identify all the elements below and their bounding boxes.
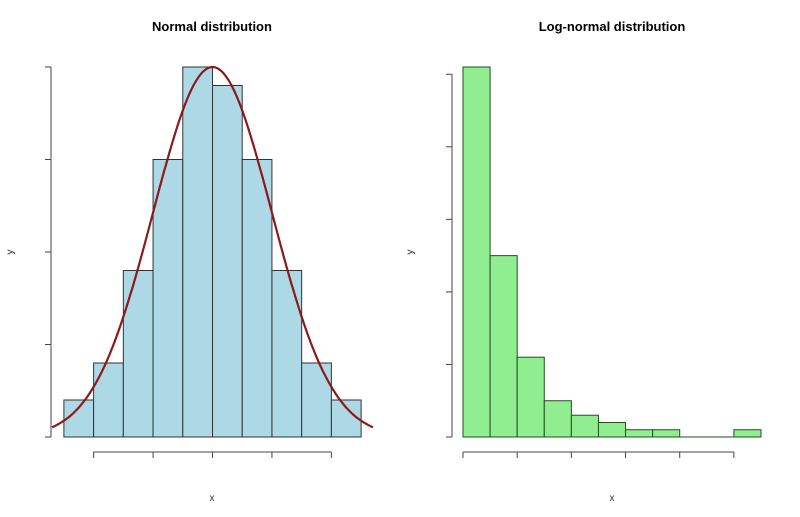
left-histogram-bar <box>241 159 273 438</box>
right-histogram-bar <box>543 400 572 438</box>
right-histogram-bar <box>516 356 545 438</box>
right-y-axis-label: y <box>405 250 416 255</box>
left-histogram-bar <box>212 85 243 438</box>
left-histogram-bar <box>182 66 213 438</box>
left-chart-title: Normal distribution <box>152 19 272 34</box>
left-x-axis-label: x <box>210 493 215 504</box>
right-histogram-bar <box>652 429 681 438</box>
left-histogram-bar <box>152 159 184 438</box>
left-y-axis-label: y <box>5 250 16 255</box>
right-histogram-bar <box>597 421 627 438</box>
right-chart-title: Log-normal distribution <box>539 19 686 34</box>
right-histogram-bar <box>489 255 518 438</box>
right-histogram-bar <box>462 66 491 438</box>
right-histogram-bar <box>570 414 599 438</box>
left-histogram-bar <box>301 362 332 438</box>
right-x-axis-label: x <box>610 493 615 504</box>
left-histogram-bar <box>93 362 124 438</box>
left-density-curve <box>51 65 374 429</box>
left-histogram-bar <box>122 270 154 438</box>
right-histogram-bar <box>733 429 762 438</box>
left-histogram-bar <box>271 270 303 438</box>
right-histogram-bar <box>625 429 654 438</box>
